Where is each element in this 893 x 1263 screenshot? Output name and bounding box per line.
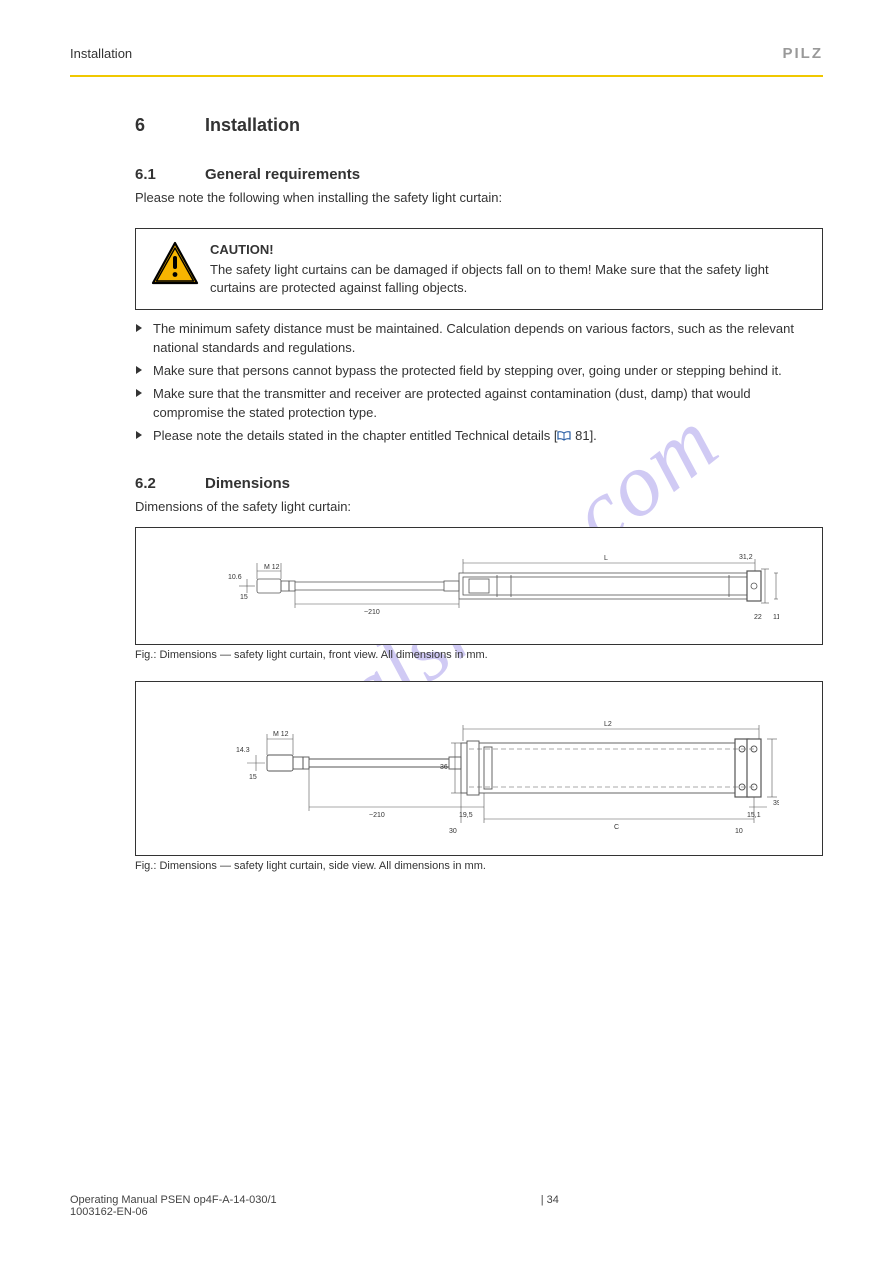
caution-body: The safety light curtains can be damaged… — [210, 261, 808, 297]
dim-label: 10 — [735, 828, 743, 835]
dim-label: 15 — [240, 594, 248, 601]
dim-label: M 12 — [264, 564, 280, 571]
bullet-marker-icon — [135, 362, 153, 381]
figure-caption-side: Fig.: Dimensions — safety light curtain,… — [135, 860, 823, 872]
diagram-side-view: M 12 14.3 15 ~210 36 19,5 30 L2 C 39 15,… — [135, 681, 823, 856]
list-item: Make sure that the transmitter and recei… — [135, 385, 823, 423]
bullet-marker-icon — [135, 427, 153, 446]
dimensions-intro: Dimensions of the safety light curtain: — [135, 498, 823, 517]
dim-label: 15 — [249, 774, 257, 781]
lead-paragraph: Please note the following when installin… — [135, 189, 823, 208]
dim-label: 10.6 — [228, 574, 242, 581]
dim-label: ~210 — [364, 609, 380, 616]
dim-label: M 12 — [273, 731, 289, 738]
page-header: Installation — [0, 45, 893, 63]
dim-label: L — [604, 555, 608, 562]
requirements-list: The minimum safety distance must be main… — [135, 320, 823, 445]
dim-label: 31,2 — [739, 554, 753, 561]
bullet-marker-icon — [135, 320, 153, 358]
page-content: 6Installation 6.1General requirements Pl… — [135, 115, 823, 892]
subsection-number: 6.1 — [135, 166, 205, 183]
caution-text-block: CAUTION! The safety light curtains can b… — [210, 241, 808, 298]
book-icon — [557, 431, 571, 441]
subsection-heading-general: 6.1General requirements — [135, 166, 823, 183]
section-number: 6 — [135, 115, 205, 136]
side-view-svg: M 12 14.3 15 ~210 36 19,5 30 L2 C 39 15,… — [179, 699, 779, 839]
dim-label: 22 — [754, 614, 762, 621]
brand-logo: PILZ — [783, 45, 824, 62]
caution-title: CAUTION! — [210, 241, 808, 259]
dim-label: 14.3 — [236, 747, 250, 754]
footer-left: Operating Manual PSEN op4F-A-14-030/1 10… — [70, 1194, 277, 1218]
subsection-title: General requirements — [205, 166, 360, 183]
dim-label: 30 — [449, 828, 457, 835]
list-item: Make sure that persons cannot bypass the… — [135, 362, 823, 381]
bullet-marker-icon — [135, 385, 153, 423]
dim-label: ~210 — [369, 812, 385, 819]
dim-label: C — [614, 824, 619, 831]
dim-label: 39 — [773, 800, 779, 807]
list-item: Please note the details stated in the ch… — [135, 427, 823, 446]
dim-label: 36 — [440, 764, 448, 771]
dim-label: 11 — [773, 614, 779, 621]
dim-label: 19,5 — [459, 812, 473, 819]
header-section-label: Installation — [70, 46, 132, 61]
header-rule — [70, 75, 823, 77]
section-title: Installation — [205, 115, 300, 135]
subsection-heading-dimensions: 6.2Dimensions — [135, 475, 823, 492]
subsection-number: 6.2 — [135, 475, 205, 492]
list-item-text-with-ref: Please note the details stated in the ch… — [153, 427, 597, 446]
section-heading: 6Installation — [135, 115, 823, 136]
dim-label: L2 — [604, 721, 612, 728]
front-view-svg: M 12 10.6 15 ~210 31,2 22 11 L — [179, 541, 779, 631]
list-item-text: The minimum safety distance must be main… — [153, 320, 823, 358]
figure-caption-front: Fig.: Dimensions — safety light curtain,… — [135, 649, 823, 661]
footer-page-number: | 34 — [541, 1194, 559, 1218]
caution-icon — [150, 241, 210, 291]
subsection-title: Dimensions — [205, 475, 290, 492]
caution-callout: CAUTION! The safety light curtains can b… — [135, 228, 823, 311]
diagram-front-view: M 12 10.6 15 ~210 31,2 22 11 L — [135, 527, 823, 645]
list-item-text: Make sure that the transmitter and recei… — [153, 385, 823, 423]
crossref-page: 81 — [575, 428, 589, 443]
page-footer: Operating Manual PSEN op4F-A-14-030/1 10… — [70, 1194, 823, 1218]
list-item: The minimum safety distance must be main… — [135, 320, 823, 358]
dim-label: 15,1 — [747, 812, 761, 819]
list-item-text: Make sure that persons cannot bypass the… — [153, 362, 782, 381]
